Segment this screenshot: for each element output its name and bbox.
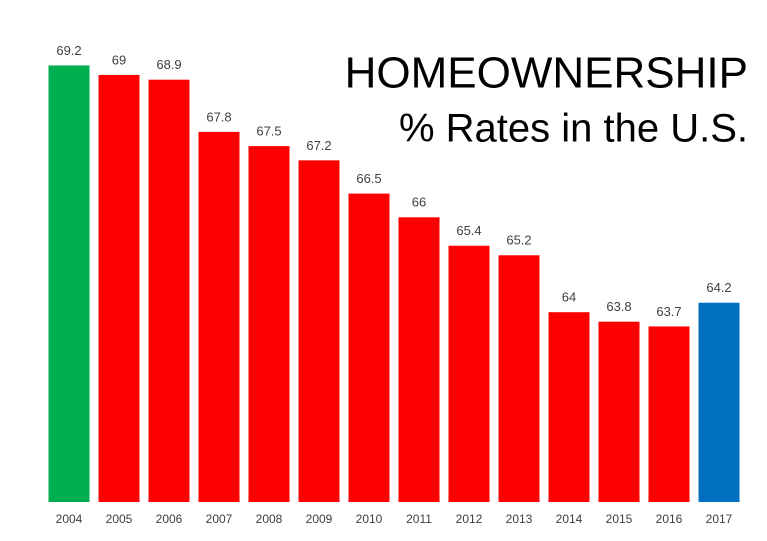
bar xyxy=(148,79,190,502)
x-tick-label: 2016 xyxy=(656,512,683,526)
value-label: 69 xyxy=(112,52,126,67)
value-label: 67.5 xyxy=(256,124,281,139)
x-tick-label: 2009 xyxy=(306,512,333,526)
x-tick-label: 2006 xyxy=(156,512,183,526)
x-tick-label: 2017 xyxy=(706,512,733,526)
value-label: 66 xyxy=(412,195,426,210)
x-tick-label: 2008 xyxy=(256,512,283,526)
x-tick-label: 2010 xyxy=(356,512,383,526)
x-tick-label: 2005 xyxy=(106,512,133,526)
bar xyxy=(98,74,140,502)
x-tick-label: 2012 xyxy=(456,512,483,526)
value-label: 63.7 xyxy=(656,304,681,319)
bar xyxy=(698,302,740,502)
value-label: 67.8 xyxy=(206,109,231,124)
bar xyxy=(598,321,640,502)
value-label: 64.2 xyxy=(706,280,731,295)
value-label: 66.5 xyxy=(356,171,381,186)
bar xyxy=(298,160,340,503)
value-label: 64 xyxy=(562,290,576,305)
chart-title: HOMEOWNERSHIP xyxy=(345,49,748,98)
bar xyxy=(448,245,490,502)
bar xyxy=(248,146,290,502)
bar xyxy=(398,217,440,503)
value-label: 69.2 xyxy=(56,43,81,58)
value-label: 63.8 xyxy=(606,299,631,314)
value-label: 67.2 xyxy=(306,138,331,153)
value-label: 68.9 xyxy=(156,57,181,72)
x-tick-label: 2011 xyxy=(406,512,432,526)
bar xyxy=(648,326,690,502)
bar xyxy=(348,193,390,502)
x-tick-label: 2007 xyxy=(206,512,233,526)
bar xyxy=(48,65,90,503)
x-tick-label: 2013 xyxy=(506,512,533,526)
chart-subtitle: % Rates in the U.S. xyxy=(399,107,748,151)
bar xyxy=(198,131,240,502)
x-tick-label: 2014 xyxy=(556,512,583,526)
value-label: 65.4 xyxy=(456,223,481,238)
value-label: 65.2 xyxy=(506,233,531,248)
bar xyxy=(498,255,540,502)
bar xyxy=(548,312,590,502)
x-tick-label: 2015 xyxy=(606,512,633,526)
x-tick-label: 2004 xyxy=(56,512,83,526)
